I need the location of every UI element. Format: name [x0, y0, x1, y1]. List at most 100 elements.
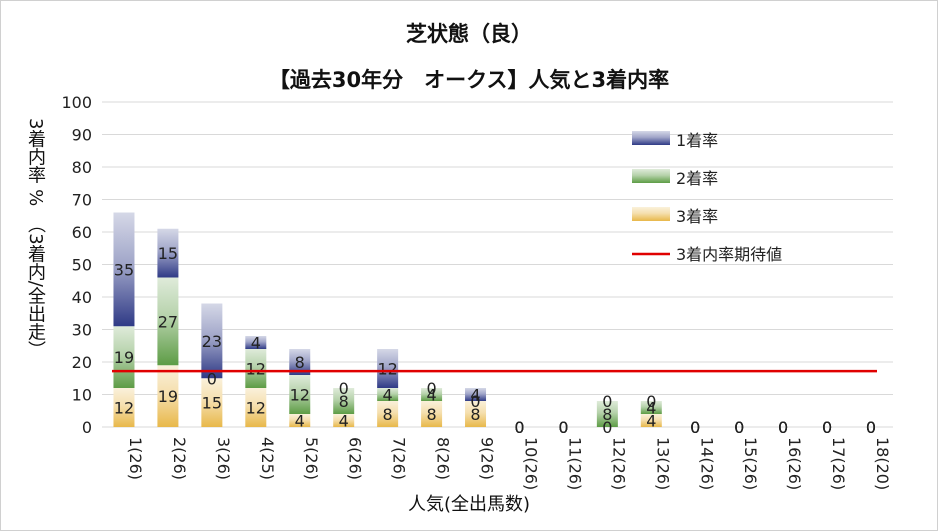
data-label: 4 — [646, 399, 656, 418]
x-tick-label: 10(26) — [521, 437, 540, 490]
data-label: 4 — [339, 412, 349, 431]
bar-segment — [465, 401, 487, 427]
chart-subtitle: 【過去30年分 オークス】人気と3着内率 — [268, 68, 670, 92]
x-tick-label: 6(26) — [346, 437, 365, 480]
y-tick-label: 50 — [72, 256, 92, 275]
legend-label: 2着率 — [676, 169, 718, 188]
legend-swatch — [632, 207, 670, 221]
data-label: 0 — [207, 369, 217, 388]
data-label: 8 — [295, 353, 305, 372]
data-label: 0 — [426, 379, 436, 398]
data-label: 35 — [114, 260, 134, 279]
x-tick-label: 18(20) — [873, 437, 892, 490]
bar-segment — [377, 388, 399, 401]
data-label: 0 — [778, 418, 788, 437]
bar-segment — [465, 388, 487, 401]
data-label: 8 — [339, 392, 349, 411]
x-tick-label: 1(26) — [126, 437, 145, 480]
x-tick-label: 14(26) — [697, 437, 716, 490]
bar-segment — [245, 349, 267, 388]
bar-segment — [157, 228, 179, 278]
data-label: 15 — [158, 244, 178, 263]
x-tick-label: 17(26) — [829, 437, 848, 490]
bar-segment — [201, 303, 223, 379]
legend-label: 3着内率期待値 — [676, 245, 782, 264]
x-tick-label: 8(26) — [434, 437, 453, 480]
data-label: 0 — [778, 418, 788, 437]
y-tick-label: 0 — [82, 418, 92, 437]
x-tick-label: 3(26) — [214, 437, 233, 480]
data-label: 0 — [866, 418, 876, 437]
data-label: 0 — [646, 392, 656, 411]
data-label: 0 — [558, 418, 568, 437]
x-tick-label: 9(26) — [478, 437, 497, 480]
data-label: 0 — [602, 392, 612, 411]
data-label: 4 — [295, 412, 305, 431]
bar-segment — [113, 388, 135, 427]
data-label: 0 — [778, 418, 788, 437]
data-label: 0 — [690, 418, 700, 437]
bar-segment — [157, 365, 179, 427]
data-label: 0 — [822, 418, 832, 437]
bar-segment — [113, 212, 135, 327]
bar-segment — [377, 401, 399, 427]
x-tick-label: 7(26) — [390, 437, 409, 480]
data-label: 0 — [734, 418, 744, 437]
y-tick-label: 30 — [72, 321, 92, 340]
y-tick-label: 80 — [72, 158, 92, 177]
legend-swatch — [632, 169, 670, 183]
bar-segment — [333, 388, 355, 414]
data-label: 8 — [602, 405, 612, 424]
data-label: 0 — [866, 418, 876, 437]
bar-segment — [245, 336, 267, 349]
x-tick-label: 16(26) — [785, 437, 804, 490]
data-label: 8 — [470, 405, 480, 424]
bar-segment — [245, 388, 267, 427]
data-label: 0 — [822, 418, 832, 437]
data-label: 12 — [114, 399, 134, 418]
y-tick-label: 40 — [72, 288, 92, 307]
data-label: 0 — [734, 418, 744, 437]
chart-title: 芝状態（良） — [406, 22, 532, 46]
data-label: 27 — [158, 312, 178, 331]
data-label: 8 — [426, 405, 436, 424]
x-tick-label: 4(25) — [258, 437, 277, 480]
x-tick-label: 12(26) — [609, 437, 628, 490]
data-label: 0 — [514, 418, 524, 437]
data-label: 19 — [114, 348, 134, 367]
data-label: 4 — [470, 386, 480, 405]
data-label: 0 — [690, 418, 700, 437]
data-label: 23 — [202, 332, 222, 351]
bar-segment — [113, 326, 135, 388]
data-label: 0 — [470, 392, 480, 411]
bar-segment — [333, 414, 355, 427]
data-label: 0 — [514, 418, 524, 437]
y-tick-label: 10 — [72, 386, 92, 405]
data-label: 0 — [558, 418, 568, 437]
legend-label: 3着率 — [676, 207, 718, 226]
y-tick-label: 20 — [72, 353, 92, 372]
bar-segment — [289, 375, 311, 414]
y-tick-label: 100 — [61, 93, 92, 112]
y-tick-label: 70 — [72, 191, 92, 210]
data-label: 15 — [202, 394, 222, 413]
x-tick-label: 2(26) — [170, 437, 189, 480]
data-label: 0 — [866, 418, 876, 437]
x-tick-label: 15(26) — [741, 437, 760, 490]
x-tick-label: 11(26) — [565, 437, 584, 490]
bar-segment — [640, 401, 662, 414]
data-label: 4 — [646, 412, 656, 431]
bar-segment — [201, 378, 223, 427]
data-label: 4 — [251, 334, 261, 353]
data-label: 19 — [158, 387, 178, 406]
bar-segment — [596, 401, 618, 427]
y-axis-label: 3着内率 % （3着内/全出走） — [25, 118, 46, 359]
x-tick-label: 5(26) — [302, 437, 321, 480]
data-label: 12 — [290, 386, 310, 405]
legend-label: 1着率 — [676, 131, 718, 150]
data-label: 0 — [558, 418, 568, 437]
bar-segment — [289, 414, 311, 427]
y-tick-label: 90 — [72, 126, 92, 145]
